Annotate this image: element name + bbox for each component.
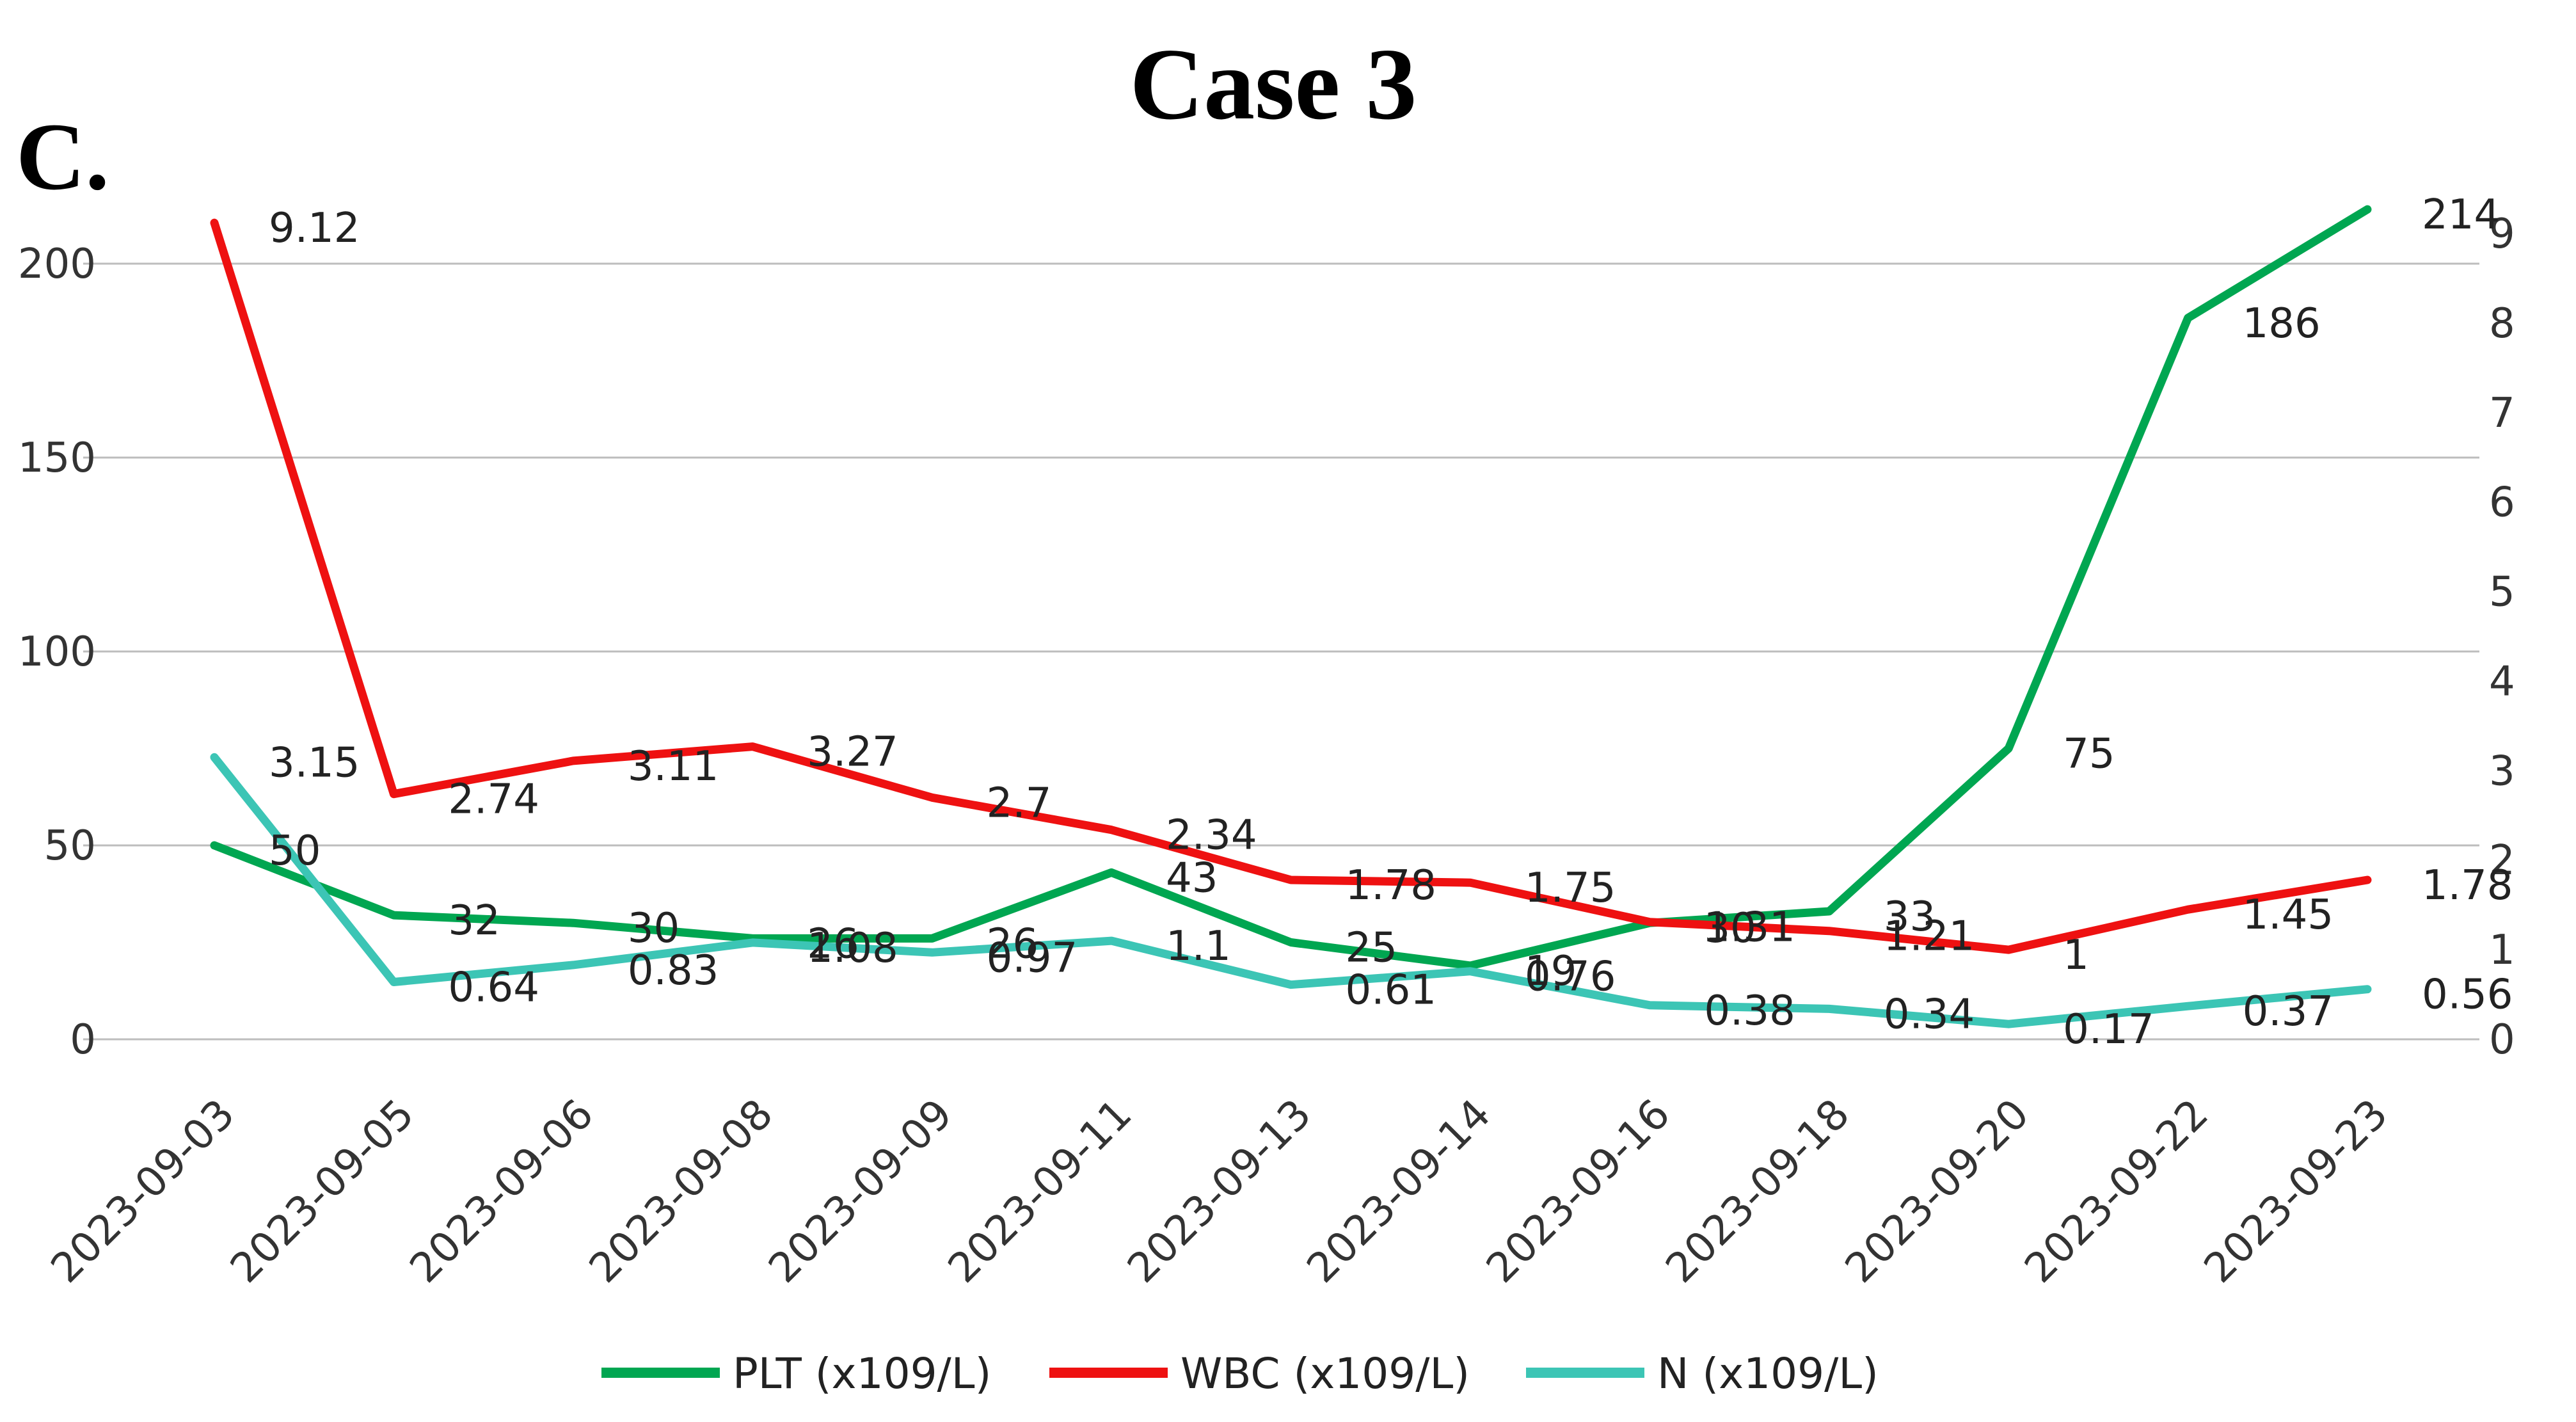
data-label: 26 (807, 920, 859, 968)
left-tick-label: 100 (18, 628, 96, 676)
data-label: 9.12 (269, 205, 360, 252)
legend: PLT (x109/L) WBC (x109/L) N (x109/L) (601, 1349, 1879, 1398)
right-tick-label: 7 (2489, 390, 2515, 437)
left-tick-label: 0 (70, 1016, 96, 1064)
data-label: 1.1 (1166, 923, 1231, 970)
data-label: 30 (628, 905, 680, 952)
data-label: 0.17 (2063, 1006, 2154, 1053)
left-y-axis: 0 50 100 150 200 (18, 241, 96, 1064)
data-label: 186 (2243, 300, 2321, 348)
data-label: 1.78 (2422, 862, 2513, 909)
x-tick-label: 2023-09-20 (1836, 1090, 2038, 1292)
x-tick-label: 2023-09-23 (2195, 1090, 2397, 1292)
x-tick-label: 2023-09-09 (760, 1090, 962, 1292)
data-label: 0.64 (448, 964, 539, 1011)
data-label: 0.56 (2422, 971, 2513, 1019)
legend-label: WBC (x109/L) (1181, 1349, 1470, 1398)
series-line-0 (210, 205, 2372, 970)
x-tick-label: 2023-09-03 (42, 1090, 244, 1292)
series-line-1 (210, 218, 2372, 954)
right-tick-label: 0 (2489, 1016, 2515, 1064)
right-tick-label: 1 (2489, 927, 2515, 974)
data-label: 214 (2422, 191, 2500, 239)
data-label: 1.08 (807, 925, 898, 972)
right-tick-label: 9 (2489, 211, 2515, 258)
data-label: 3.15 (269, 739, 360, 787)
x-tick-label: 2023-09-11 (939, 1090, 1141, 1292)
x-tick-label: 2023-09-22 (2016, 1090, 2218, 1292)
x-tick-label: 2023-09-16 (1477, 1090, 1679, 1292)
data-label: 32 (448, 897, 500, 945)
data-label: 2.7 (987, 779, 1052, 827)
data-label: 26 (987, 920, 1038, 968)
legend-label: N (x109/L) (1657, 1349, 1879, 1398)
data-label: 2.74 (448, 776, 539, 824)
data-label: 2.34 (1166, 812, 1257, 859)
x-tick-label: 2023-09-14 (1298, 1090, 1500, 1292)
right-tick-label: 4 (2489, 658, 2515, 705)
chart-title: Case 3 (1130, 27, 1417, 141)
data-label: 33 (1884, 893, 1936, 941)
data-label: 75 (2063, 731, 2115, 778)
left-tick-label: 50 (44, 822, 96, 870)
data-label: 25 (1346, 925, 1397, 972)
series-line-2 (210, 753, 2372, 1028)
left-tick-label: 150 (18, 435, 96, 482)
data-label: 0.97 (987, 934, 1078, 982)
gridlines (83, 262, 2479, 1041)
panel-label: C. (16, 104, 109, 210)
x-axis: 2023-09-032023-09-052023-09-062023-09-08… (42, 1090, 2397, 1292)
right-tick-label: 6 (2489, 479, 2515, 527)
data-label: 1.75 (1525, 865, 1616, 912)
right-y-axis: 0 1 2 3 4 5 6 7 8 9 (2489, 211, 2515, 1064)
right-tick-label: 2 (2489, 837, 2515, 884)
x-tick-label: 2023-09-13 (1118, 1090, 1320, 1292)
left-tick-label: 200 (18, 241, 96, 288)
x-tick-label: 2023-09-05 (221, 1090, 423, 1292)
series-layer (210, 205, 2372, 1028)
data-label: 0.37 (2243, 988, 2334, 1035)
data-label: 1.78 (1346, 862, 1437, 909)
x-tick-label: 2023-09-18 (1657, 1090, 1859, 1292)
data-label: 0.34 (1884, 991, 1975, 1038)
data-label: 0.83 (628, 947, 719, 995)
x-tick-label: 2023-09-06 (401, 1090, 603, 1292)
x-tick-label: 2023-09-08 (580, 1090, 782, 1292)
data-label: 0.61 (1346, 967, 1437, 1014)
data-label: 3.27 (807, 729, 898, 776)
data-label: 1 (2063, 932, 2089, 979)
data-label: 30 (1704, 905, 1756, 952)
right-tick-label: 8 (2489, 300, 2515, 348)
right-tick-label: 3 (2489, 747, 2515, 795)
data-label: 43 (1166, 854, 1218, 902)
data-label: 1.31 (1704, 904, 1795, 952)
data-label: 1.45 (2243, 891, 2334, 939)
data-label: 0.38 (1704, 987, 1795, 1035)
legend-label: PLT (x109/L) (733, 1349, 991, 1398)
data-label: 50 (269, 827, 321, 875)
data-label: 19 (1525, 948, 1577, 995)
data-label: 1.21 (1884, 913, 1975, 961)
data-label: 3.11 (628, 743, 719, 790)
data-label: 0.76 (1525, 954, 1616, 1001)
right-tick-label: 5 (2489, 569, 2515, 616)
